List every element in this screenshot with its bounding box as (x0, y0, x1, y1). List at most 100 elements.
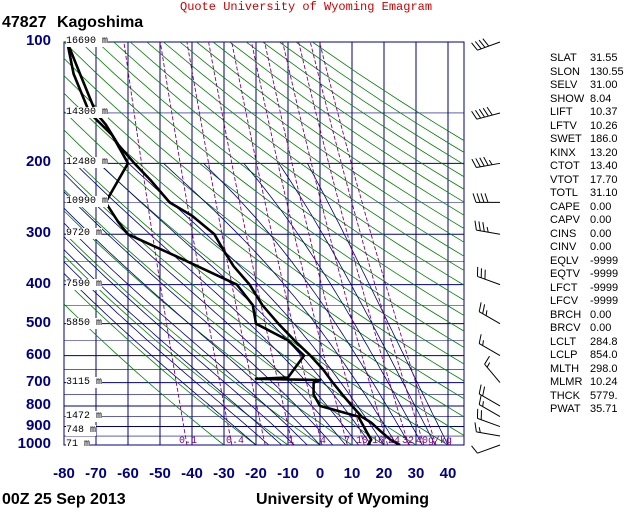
height-label: 3115 m (66, 376, 103, 388)
mixing-ratio-label: 0.1 (179, 436, 198, 447)
source-header: Quote University of Wyoming Emagram (180, 0, 433, 14)
barb-flag (478, 39, 486, 48)
dry-adiabat (146, 42, 464, 271)
mixing-ratio-line (208, 42, 293, 445)
temperature-tick-label: 40 (439, 465, 457, 482)
index-value: 0.00 (590, 241, 612, 253)
wind-barb (474, 422, 501, 437)
barb-flag (474, 41, 482, 50)
barb-flag (476, 193, 481, 203)
index-row: MLTH 298.0 (550, 363, 624, 377)
temperature-tick-label: 10 (343, 465, 361, 482)
temperature-tick-label: 0 (315, 465, 325, 482)
wind-barb (472, 193, 500, 203)
index-key: BRCH (550, 308, 582, 321)
mixing-ratio-label: g/kg (428, 436, 453, 447)
dry-adiabat (113, 42, 464, 301)
mixing-ratio-line (251, 42, 348, 445)
wind-barb (474, 220, 501, 235)
index-row: CAPV 0.00 (550, 214, 624, 228)
dry-adiabat (80, 42, 464, 332)
height-label: 10990 m (66, 196, 109, 208)
index-key: SLAT (550, 52, 577, 64)
pressure-tick-label: 200 (25, 153, 51, 171)
mixing-ratio-label: 40 (416, 436, 429, 447)
index-row: EQTV -9999 (550, 268, 624, 282)
index-key: TOTL (550, 187, 578, 199)
barb-flag (478, 384, 482, 395)
index-key: VTOT (550, 173, 580, 186)
station-id: 47827 (2, 14, 47, 31)
index-key: LIFT (550, 106, 573, 118)
barb-half-flag (488, 159, 493, 165)
temperature-tick-label: -50 (149, 465, 171, 482)
pressure-tick-label: 100 (25, 32, 51, 49)
moist-adiabat (307, 163, 449, 445)
index-value: 0.00 (590, 214, 612, 226)
index-row: BRCH 0.00 (550, 309, 624, 323)
index-value: 298.0 (590, 362, 618, 375)
pressure-tick-label: 800 (25, 395, 51, 413)
index-row: SHOW 8.04 (550, 93, 624, 107)
index-key: MLTH (550, 362, 580, 375)
barb-flag (486, 106, 493, 116)
barb-flag (478, 395, 482, 405)
wind-barb (478, 302, 501, 325)
barb-half-flag (482, 401, 484, 407)
index-value: 8.04 (590, 92, 612, 105)
barb-flag (482, 304, 486, 314)
mixing-ratio-label: 32 (402, 436, 415, 447)
dry-adiabat (96, 42, 464, 316)
index-row: MLMR 10.24 (550, 376, 624, 390)
index-value: -9999 (590, 268, 619, 280)
index-row: CAPE 0.00 (550, 201, 624, 215)
barb-flag (478, 334, 482, 344)
mixing-ratio-line (264, 42, 365, 445)
pressure-tick-label: 1000 (17, 435, 51, 452)
index-row: LCLP 854.0 (550, 349, 624, 363)
station-name: Kagoshima (56, 14, 144, 31)
index-key: SELV (550, 79, 578, 91)
moist-adiabat (64, 172, 346, 445)
index-key: CTOT (550, 160, 580, 172)
index-value: 10.26 (590, 119, 618, 132)
wind-barb (471, 106, 501, 120)
dry-adiabat (196, 42, 464, 229)
mixing-ratio-line (282, 42, 389, 445)
index-value: 31.55 (590, 52, 618, 64)
credit: University of Wyoming (256, 491, 430, 508)
mixing-ratio-label: 7 (344, 436, 351, 447)
dry-adiabat (64, 210, 353, 445)
mixing-ratio-line (309, 42, 425, 445)
index-value: 31.10 (590, 187, 618, 199)
index-key: CAPE (550, 200, 580, 213)
wind-barb (476, 266, 501, 286)
wind-barb (471, 156, 501, 168)
barb-flag (474, 422, 477, 432)
height-label: 748 m (66, 425, 97, 437)
index-value: -9999 (590, 295, 619, 307)
emagram-grid (63, 41, 465, 446)
mixing-ratio-label: 4 (320, 436, 327, 447)
mixing-ratio-label: 24 (388, 436, 401, 447)
dry-adiabat (129, 42, 464, 286)
barb-half-flag (485, 310, 488, 316)
height-label: 9720 m (66, 228, 103, 240)
dry-adiabat (64, 278, 257, 445)
index-key: LCLP (550, 349, 578, 361)
dry-adiabat (179, 42, 464, 243)
barb-staff (484, 363, 501, 383)
temperature-tick-label: 20 (375, 465, 393, 482)
index-row: KINX 13.20 (550, 147, 624, 161)
dry-adiabat (64, 129, 464, 436)
height-label: 1472 m (66, 410, 103, 422)
index-value: 17.70 (590, 173, 618, 186)
index-key: SLON (550, 65, 580, 78)
barb-flag (474, 220, 477, 231)
index-key: LFCV (550, 295, 579, 307)
index-value: 35.71 (590, 403, 618, 415)
index-key: LCLT (550, 335, 577, 348)
index-key: KINX (550, 146, 576, 159)
height-label: 16690 m (66, 36, 109, 47)
pressure-tick-label: 300 (25, 224, 51, 242)
